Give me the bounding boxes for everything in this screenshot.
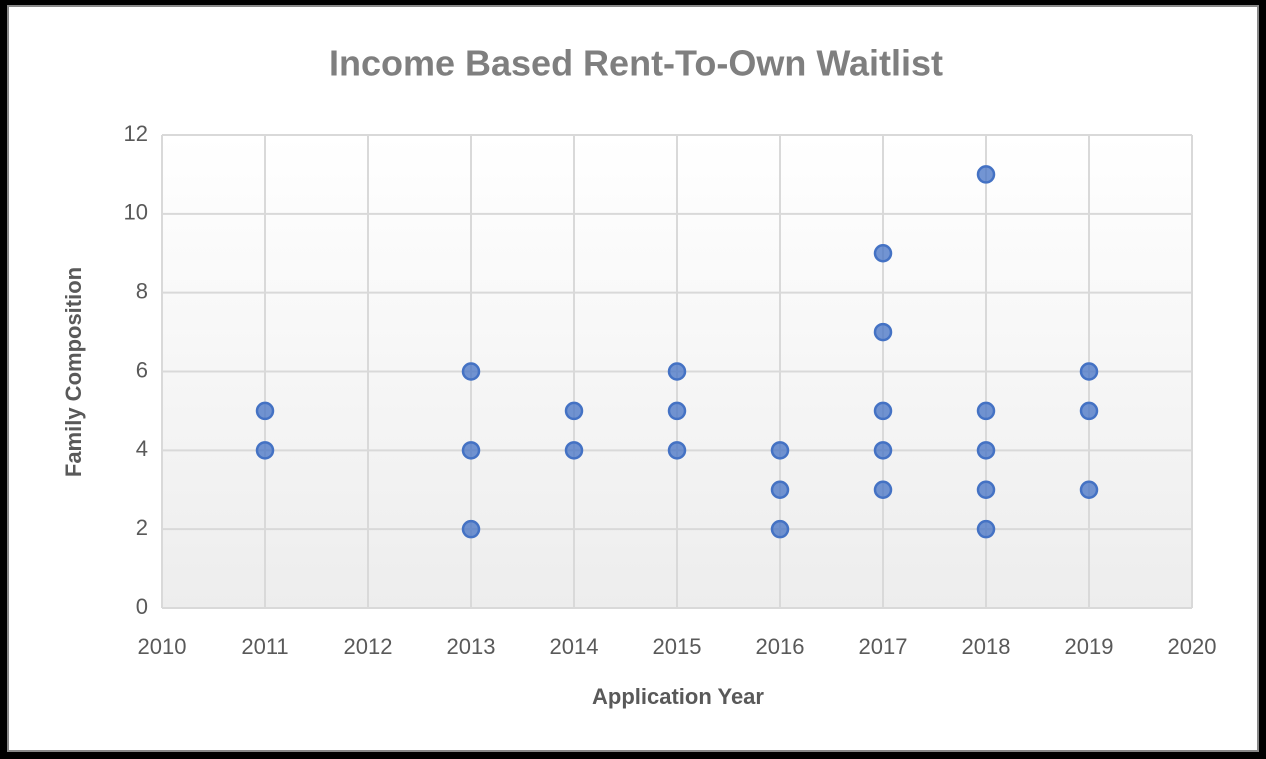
- y-tick-label: 2: [136, 515, 148, 540]
- point: [976, 401, 996, 421]
- x-tick-label: 2012: [344, 634, 393, 659]
- y-tick-label: 6: [136, 357, 148, 382]
- point: [770, 480, 790, 499]
- point: [873, 244, 893, 263]
- y-axis-label: Family Composition: [61, 267, 86, 477]
- chart-title: Income Based Rent-To-Own Waitlist: [329, 43, 943, 84]
- point: [873, 322, 893, 342]
- point: [1079, 362, 1099, 381]
- y-tick-label: 10: [124, 200, 148, 225]
- y-tick-label: 8: [136, 278, 148, 303]
- y-tick-label: 4: [136, 436, 148, 461]
- y-tick-label: 0: [136, 594, 148, 619]
- x-axis-label: Application Year: [592, 684, 764, 709]
- point: [461, 519, 481, 539]
- x-tick-label: 2020: [1168, 634, 1217, 659]
- point: [564, 401, 584, 421]
- x-tick-label: 2018: [962, 634, 1011, 659]
- x-tick-label: 2013: [447, 634, 496, 659]
- point: [770, 441, 790, 460]
- point: [667, 441, 687, 460]
- x-tick-label: 2010: [138, 634, 187, 659]
- point: [976, 519, 996, 539]
- x-tick-label: 2016: [756, 634, 805, 659]
- point: [873, 441, 893, 460]
- x-tick-label: 2014: [550, 634, 599, 659]
- point: [873, 480, 893, 499]
- x-tick-label: 2019: [1065, 634, 1114, 659]
- point: [1079, 480, 1099, 499]
- point: [667, 401, 687, 421]
- x-tick-label: 2017: [859, 634, 908, 659]
- point: [564, 441, 584, 460]
- x-tick-label: 2011: [241, 634, 288, 659]
- point: [461, 441, 481, 460]
- y-tick-label: 12: [124, 121, 148, 146]
- point: [770, 519, 790, 539]
- point: [255, 441, 275, 460]
- point: [976, 441, 996, 460]
- point: [667, 362, 687, 381]
- point: [255, 401, 275, 421]
- point: [976, 480, 996, 499]
- point: [1079, 401, 1099, 421]
- point: [461, 362, 481, 381]
- point: [976, 165, 996, 184]
- x-tick-label: 2015: [653, 634, 702, 659]
- point: [873, 401, 893, 421]
